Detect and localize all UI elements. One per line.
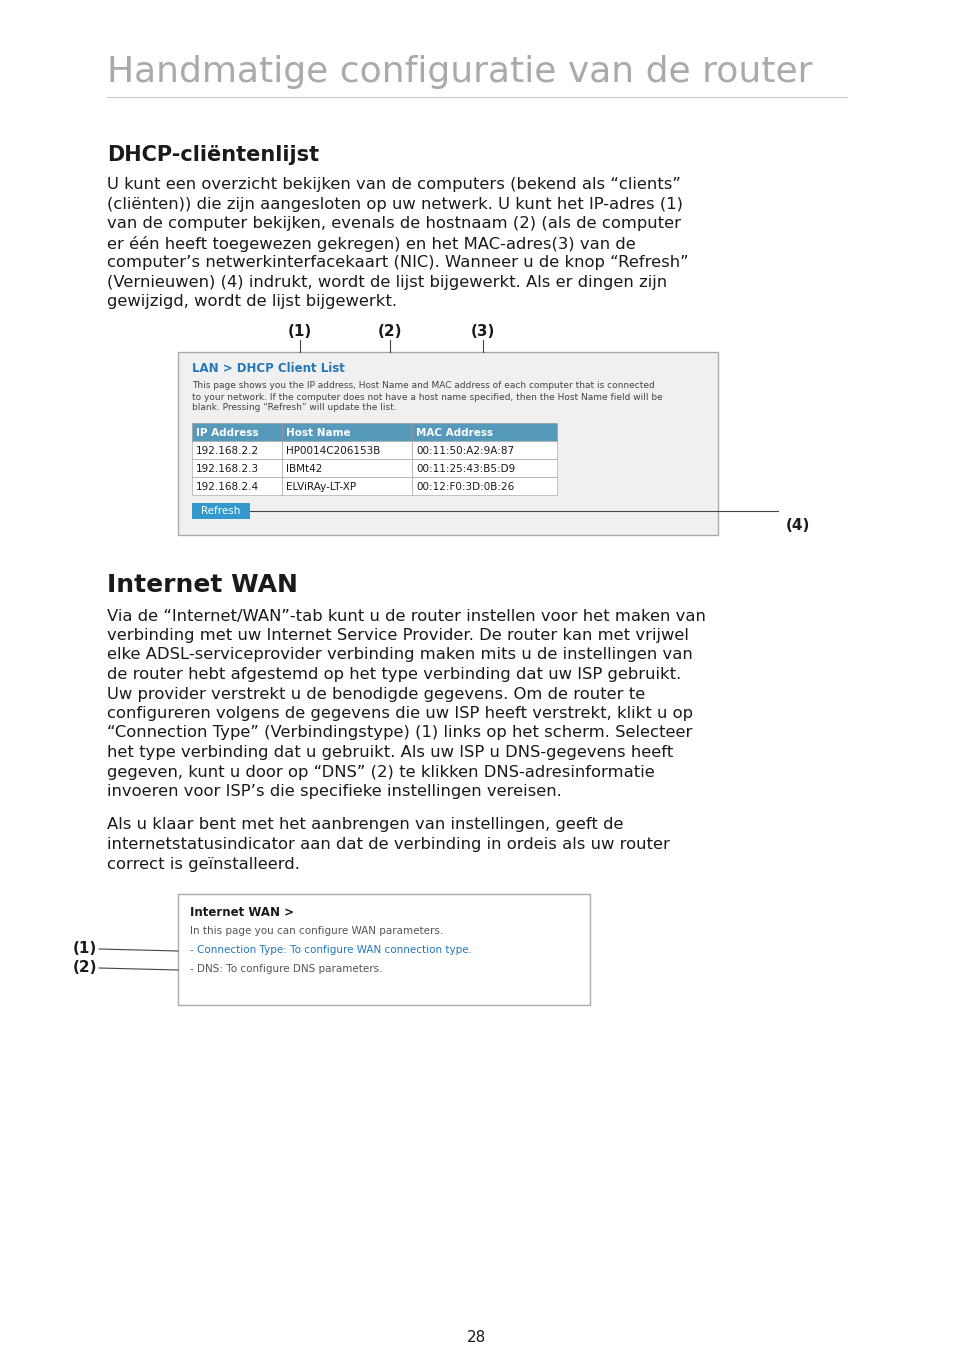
Text: Handmatige configuratie van de router: Handmatige configuratie van de router <box>107 55 812 89</box>
Text: LAN > DHCP Client List: LAN > DHCP Client List <box>192 361 345 375</box>
Text: invoeren voor ISP’s die specifieke instellingen vereisen.: invoeren voor ISP’s die specifieke inste… <box>107 784 561 799</box>
Bar <box>412 440 557 458</box>
Text: - Connection Type: To configure WAN connection type.: - Connection Type: To configure WAN conn… <box>190 945 472 955</box>
Bar <box>192 458 282 477</box>
Text: to your network. If the computer does not have a host name specified, then the H: to your network. If the computer does no… <box>192 393 662 402</box>
Text: correct is geïnstalleerd.: correct is geïnstalleerd. <box>107 856 299 871</box>
Bar <box>192 440 282 458</box>
Text: DHCP-cliëntenlijst: DHCP-cliëntenlijst <box>107 144 319 165</box>
Text: 00:11:25:43:B5:D9: 00:11:25:43:B5:D9 <box>416 465 515 474</box>
Text: Host Name: Host Name <box>286 428 351 439</box>
Bar <box>178 352 718 534</box>
Text: In this page you can configure WAN parameters.: In this page you can configure WAN param… <box>190 925 443 936</box>
Text: (1): (1) <box>288 323 312 338</box>
Text: er één heeft toegewezen gekregen) en het MAC-adres(3) van de: er één heeft toegewezen gekregen) en het… <box>107 236 635 252</box>
Text: de router hebt afgestemd op het type verbinding dat uw ISP gebruikt.: de router hebt afgestemd op het type ver… <box>107 667 680 682</box>
Text: HP0014C206153B: HP0014C206153B <box>286 447 380 457</box>
Text: (2): (2) <box>72 960 97 975</box>
Text: IP Address: IP Address <box>195 428 258 439</box>
Text: ELViRAy-LT-XP: ELViRAy-LT-XP <box>286 483 355 492</box>
Bar <box>192 503 250 518</box>
Text: (4): (4) <box>785 518 809 533</box>
Text: gewijzigd, wordt de lijst bijgewerkt.: gewijzigd, wordt de lijst bijgewerkt. <box>107 294 396 309</box>
Bar <box>178 894 589 1005</box>
Text: (2): (2) <box>377 323 402 338</box>
Text: configureren volgens de gegevens die uw ISP heeft verstrekt, klikt u op: configureren volgens de gegevens die uw … <box>107 706 692 721</box>
Text: (3): (3) <box>471 323 495 338</box>
Bar <box>412 458 557 477</box>
Text: blank. Pressing “Refresh” will update the list.: blank. Pressing “Refresh” will update th… <box>192 403 396 413</box>
Text: Uw provider verstrekt u de benodigde gegevens. Om de router te: Uw provider verstrekt u de benodigde geg… <box>107 687 644 702</box>
Text: This page shows you the IP address, Host Name and MAC address of each computer t: This page shows you the IP address, Host… <box>192 382 654 391</box>
Text: Als u klaar bent met het aanbrengen van instellingen, geeft de: Als u klaar bent met het aanbrengen van … <box>107 818 623 833</box>
Text: Internet WAN >: Internet WAN > <box>190 906 294 919</box>
Text: van de computer bekijken, evenals de hostnaam (2) (als de computer: van de computer bekijken, evenals de hos… <box>107 215 680 230</box>
Text: 00:11:50:A2:9A:87: 00:11:50:A2:9A:87 <box>416 447 514 457</box>
Text: het type verbinding dat u gebruikt. Als uw ISP u DNS-gegevens heeft: het type verbinding dat u gebruikt. Als … <box>107 746 673 761</box>
Text: MAC Address: MAC Address <box>416 428 493 439</box>
Bar <box>282 423 412 440</box>
Text: U kunt een overzicht bekijken van de computers (bekend als “clients”: U kunt een overzicht bekijken van de com… <box>107 177 680 192</box>
Text: elke ADSL-serviceprovider verbinding maken mits u de instellingen van: elke ADSL-serviceprovider verbinding mak… <box>107 647 692 662</box>
Text: internetstatusindicator aan dat de verbinding in ordeis als uw router: internetstatusindicator aan dat de verbi… <box>107 837 669 852</box>
Text: (cliënten)) die zijn aangesloten op uw netwerk. U kunt het IP-adres (1): (cliënten)) die zijn aangesloten op uw n… <box>107 196 682 211</box>
Bar <box>282 440 412 458</box>
Text: Via de “Internet/WAN”-tab kunt u de router instellen voor het maken van: Via de “Internet/WAN”-tab kunt u de rout… <box>107 608 705 623</box>
Text: 28: 28 <box>467 1330 486 1345</box>
Text: computer’s netwerkinterfacekaart (NIC). Wanneer u de knop “Refresh”: computer’s netwerkinterfacekaart (NIC). … <box>107 255 688 270</box>
Text: IBMt42: IBMt42 <box>286 465 322 474</box>
Bar <box>282 458 412 477</box>
Text: 192.168.2.3: 192.168.2.3 <box>195 465 259 474</box>
Bar <box>192 423 282 440</box>
Text: verbinding met uw Internet Service Provider. De router kan met vrijwel: verbinding met uw Internet Service Provi… <box>107 628 688 643</box>
Bar <box>192 477 282 495</box>
Text: “Connection Type” (Verbindingstype) (1) links op het scherm. Selecteer: “Connection Type” (Verbindingstype) (1) … <box>107 725 692 740</box>
Text: 192.168.2.4: 192.168.2.4 <box>195 483 259 492</box>
Bar <box>412 423 557 440</box>
Text: gegeven, kunt u door op “DNS” (2) te klikken DNS-adresinformatie: gegeven, kunt u door op “DNS” (2) te kli… <box>107 765 654 780</box>
Text: Refresh: Refresh <box>201 507 240 517</box>
Bar <box>282 477 412 495</box>
Text: (1): (1) <box>72 940 97 955</box>
Text: - DNS: To configure DNS parameters.: - DNS: To configure DNS parameters. <box>190 964 382 975</box>
Text: 00:12:F0:3D:0B:26: 00:12:F0:3D:0B:26 <box>416 483 514 492</box>
Text: Internet WAN: Internet WAN <box>107 572 297 597</box>
Text: 192.168.2.2: 192.168.2.2 <box>195 447 259 457</box>
Text: (Vernieuwen) (4) indrukt, wordt de lijst bijgewerkt. Als er dingen zijn: (Vernieuwen) (4) indrukt, wordt de lijst… <box>107 274 666 289</box>
Bar <box>412 477 557 495</box>
